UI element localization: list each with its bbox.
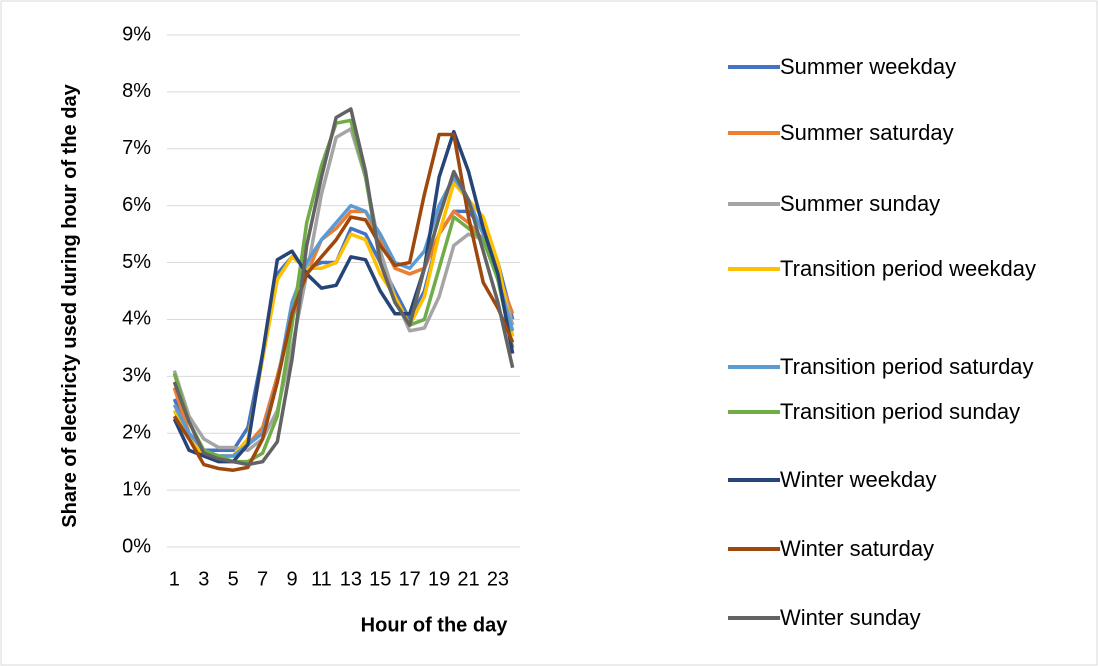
y-tick-label: 3% — [122, 365, 151, 387]
legend-entry: Summer saturday — [728, 117, 1078, 149]
x-tick-label: 23 — [487, 568, 509, 590]
y-tick-label: 5% — [122, 251, 151, 273]
legend-marker — [728, 65, 780, 69]
legend-entry: Transition period sunday — [728, 396, 1078, 428]
legend-marker — [728, 267, 780, 271]
legend-marker — [728, 202, 780, 206]
series-line — [172, 175, 515, 458]
legend-label: Winter weekday — [780, 467, 937, 492]
legend-marker — [728, 131, 780, 135]
series-line — [172, 107, 515, 467]
legend-marker — [728, 616, 780, 620]
y-axis-title: Share of electricty used during hour of … — [59, 84, 81, 528]
legend-label: Winter sunday — [780, 605, 921, 630]
x-tick-label: 7 — [257, 568, 268, 590]
y-tick-label: 4% — [122, 308, 151, 330]
y-tick-label: 7% — [122, 137, 151, 159]
x-axis-title: Hour of the day — [361, 614, 509, 636]
x-tick-label: 3 — [198, 568, 209, 590]
legend-label: Transition period weekday — [780, 256, 1036, 281]
legend-entry: Winter sunday — [728, 602, 1078, 634]
y-tick-label: 8% — [122, 80, 151, 102]
y-tick-label: 2% — [122, 422, 151, 444]
legend-label: Winter saturday — [780, 536, 935, 561]
legend-label: Summer sunday — [780, 191, 941, 216]
x-tick-label: 19 — [428, 568, 450, 590]
legend-marker — [728, 365, 780, 369]
x-tick-label: 21 — [457, 568, 479, 590]
series-line — [172, 127, 515, 453]
series-line — [172, 132, 515, 472]
legend-marker — [728, 478, 780, 482]
x-tick-label: 11 — [311, 568, 332, 590]
x-tick-label: 15 — [369, 568, 391, 590]
y-tick-label: 0% — [122, 535, 151, 557]
x-tick-label: 1 — [169, 568, 180, 590]
y-tick-label: 9% — [122, 23, 151, 45]
y-tick-label: 1% — [122, 478, 151, 500]
x-tick-label: 13 — [340, 568, 362, 590]
legend-label: Summer weekday — [780, 54, 957, 79]
y-tick-label: 6% — [122, 194, 151, 216]
legend-marker — [728, 410, 780, 414]
legend-label: Transition period saturday — [780, 354, 1034, 379]
x-tick-label: 5 — [228, 568, 239, 590]
legend-entry: Winter weekday — [728, 464, 1078, 496]
legend-marker — [728, 547, 780, 551]
legend-entry: Winter saturday — [728, 533, 1078, 565]
legend-label: Transition period sunday — [780, 399, 1021, 424]
legend-entry: Summer sunday — [728, 188, 1078, 220]
legend-label: Summer saturday — [780, 120, 954, 145]
legend-entry: Summer weekday — [728, 51, 1078, 83]
x-tick-label: 17 — [399, 568, 421, 590]
legend-entry: Transition period weekday — [728, 253, 1078, 285]
legend-entry: Transition period saturday — [728, 351, 1078, 383]
x-tick-label: 9 — [286, 568, 297, 590]
